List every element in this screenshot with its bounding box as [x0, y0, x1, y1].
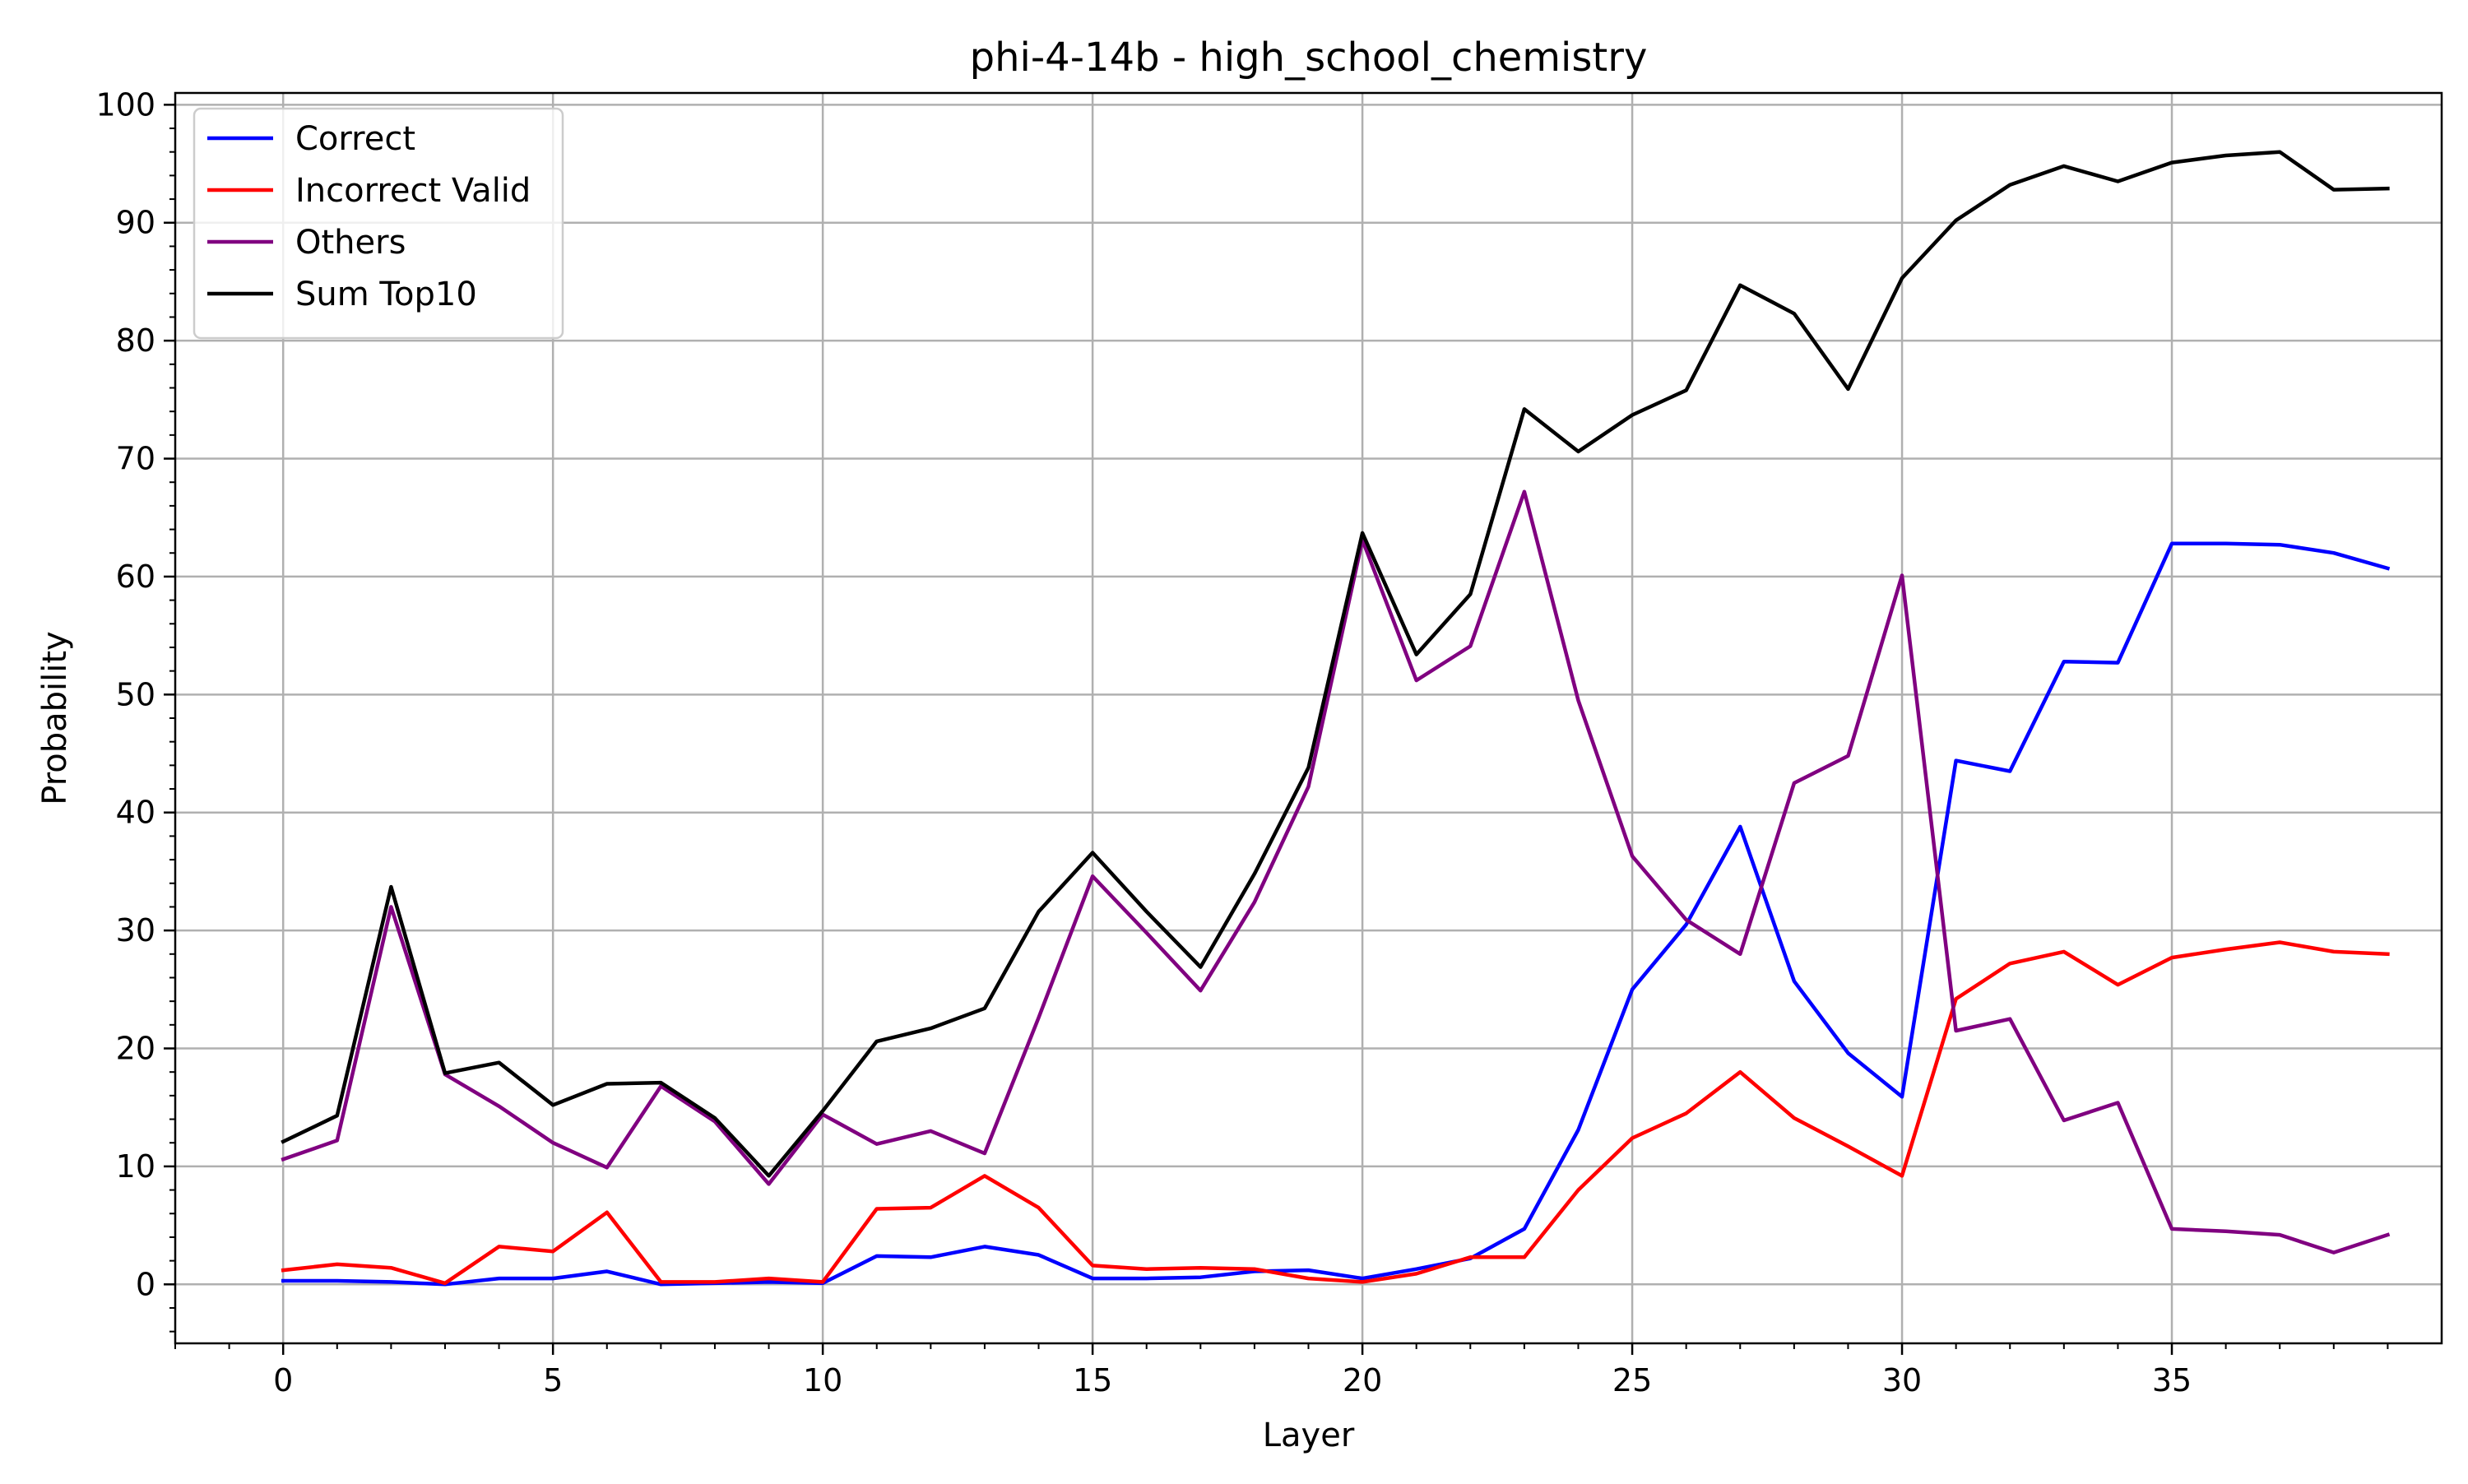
tick-layer: 0 5 10 15 20 25 30 35 0 10 20 30 40 50 60 70 80 90 100	[95, 86, 2192, 1398]
legend-label-sum-top10: Sum Top10	[295, 276, 477, 313]
x-tick-label: 10	[803, 1362, 842, 1398]
x-tick-label: 20	[1343, 1362, 1382, 1398]
x-tick-label: 25	[1612, 1362, 1652, 1398]
y-tick-label: 80	[116, 322, 155, 359]
x-tick-label: 30	[1882, 1362, 1922, 1398]
series-line-incorrect-valid	[281, 940, 2390, 1286]
y-tick-label: 10	[116, 1148, 155, 1185]
y-tick-label: 50	[116, 676, 155, 712]
x-tick-label: 35	[2152, 1362, 2192, 1398]
y-tick-label: 60	[116, 559, 155, 595]
plot-frame	[174, 91, 2443, 1345]
chart-title: phi-4-14b - high_school_chemistry	[970, 35, 1648, 81]
x-tick-label: 0	[273, 1362, 293, 1398]
series-line-others	[281, 489, 2391, 1254]
y-tick-label: 90	[116, 205, 155, 241]
y-tick-label: 0	[136, 1266, 155, 1302]
legend: Correct Incorrect Valid Others Sum Top10	[193, 107, 564, 340]
legend-label-correct: Correct	[295, 120, 415, 158]
y-axis-label: Probability	[36, 631, 74, 805]
y-tick-label: 100	[95, 86, 155, 123]
y-tick-label: 30	[116, 912, 155, 948]
x-tick-label: 15	[1073, 1362, 1112, 1398]
legend-label-others: Others	[295, 224, 406, 262]
y-tick-label: 20	[116, 1031, 155, 1067]
legend-box	[193, 107, 564, 340]
y-tick-label: 70	[116, 441, 155, 477]
series-layer	[281, 150, 2391, 1287]
x-axis-label: Layer	[1263, 1417, 1355, 1454]
series-line-sum-top10	[281, 150, 2390, 1178]
y-tick-label: 40	[116, 795, 155, 831]
legend-label-incorrect-valid: Incorrect Valid	[295, 172, 531, 210]
grid-layer	[175, 93, 2442, 1343]
series-line-correct	[281, 541, 2391, 1287]
x-tick-label: 5	[543, 1362, 563, 1398]
